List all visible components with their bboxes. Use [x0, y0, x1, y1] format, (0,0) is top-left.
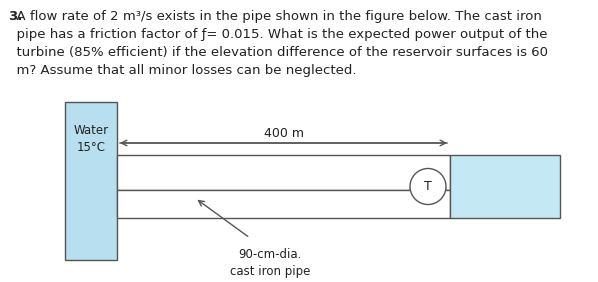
Bar [117, 190, 450, 218]
Circle shape [410, 169, 446, 204]
Text: Water
15°C: Water 15°C [74, 124, 109, 154]
Bar [117, 155, 450, 190]
Text: T: T [424, 180, 432, 193]
Text: 3.: 3. [8, 10, 22, 23]
Bar [450, 155, 560, 218]
Text: 90-cm-dia.
cast iron pipe: 90-cm-dia. cast iron pipe [230, 248, 310, 278]
Text: 400 m: 400 m [264, 127, 304, 140]
Bar [65, 102, 117, 260]
Text: A flow rate of 2 m³/s exists in the pipe shown in the figure below. The cast iro: A flow rate of 2 m³/s exists in the pipe… [8, 10, 548, 77]
